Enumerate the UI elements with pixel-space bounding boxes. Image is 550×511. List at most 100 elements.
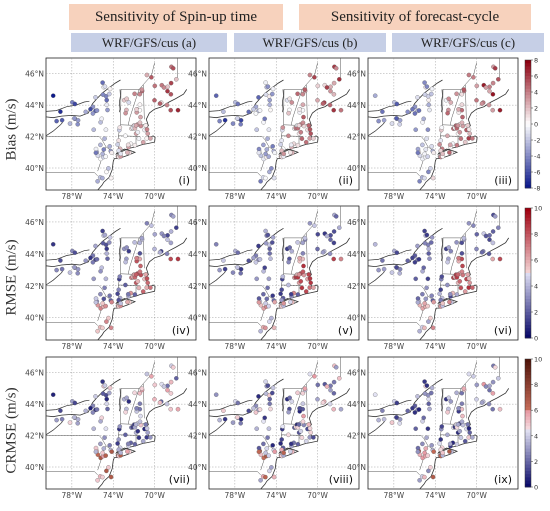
station-marker: [144, 276, 150, 281]
station-marker: [117, 424, 123, 429]
station-marker: [257, 257, 263, 262]
station-marker: [123, 110, 128, 116]
station-marker: [413, 426, 418, 431]
lon-label: 70°W: [144, 491, 165, 500]
panel-label: (vii): [169, 473, 190, 486]
station-marker: [301, 114, 306, 120]
station-marker: [394, 101, 400, 107]
station-marker: [327, 251, 333, 257]
station-marker: [145, 131, 150, 136]
station-marker: [287, 245, 292, 250]
station-marker: [267, 246, 272, 252]
station-marker: [311, 435, 316, 440]
station-marker: [471, 374, 476, 379]
station-marker: [137, 390, 143, 396]
station-marker: [104, 102, 109, 108]
lon-label: 70°W: [307, 491, 328, 500]
station-marker: [426, 396, 431, 402]
station-marker: [164, 251, 170, 257]
state-border: [46, 471, 98, 476]
station-marker: [107, 91, 112, 97]
station-marker: [72, 101, 78, 107]
station-marker: [446, 245, 451, 250]
station-marker: [425, 154, 430, 159]
station-marker: [104, 319, 109, 324]
colorbar-tick-label: 8: [534, 231, 538, 239]
station-marker: [103, 426, 109, 431]
station-marker: [270, 235, 276, 240]
station-marker: [422, 175, 427, 181]
lat-label: 44°N: [25, 250, 44, 259]
station-marker: [380, 258, 385, 263]
station-marker: [381, 266, 387, 272]
station-marker: [462, 289, 468, 294]
station-marker: [107, 390, 112, 396]
station-marker: [138, 114, 143, 120]
station-marker: [269, 465, 274, 470]
lat-label: 42°N: [347, 432, 366, 441]
station-marker: [59, 266, 65, 272]
station-marker: [425, 303, 430, 309]
station-marker: [54, 267, 59, 273]
station-marker: [115, 291, 120, 297]
colorbar-segment: [525, 85, 531, 90]
station-marker: [429, 91, 434, 97]
station-marker: [447, 299, 452, 305]
station-marker: [149, 223, 154, 228]
station-marker: [415, 300, 421, 305]
colorbar-segment: [525, 146, 531, 150]
station-marker: [256, 296, 262, 301]
station-marker: [102, 435, 107, 440]
panel-label: (vi): [494, 324, 512, 337]
station-marker: [315, 83, 321, 89]
colorbar-segment: [525, 124, 531, 128]
station-marker: [324, 85, 330, 90]
station-marker: [457, 129, 463, 135]
station-marker: [67, 420, 73, 425]
station-marker: [175, 107, 181, 113]
station-marker: [462, 139, 468, 145]
colorbar: 10 8 6 4 2 0: [524, 205, 542, 343]
station-marker: [100, 391, 106, 396]
lon-label: 74°W: [103, 491, 124, 500]
station-marker: [67, 270, 73, 275]
colorbar-tick-label: -4: [534, 153, 540, 161]
state-border: [127, 89, 140, 126]
station-marker: [148, 435, 153, 440]
station-marker: [117, 125, 123, 130]
station-marker: [116, 437, 121, 442]
lat-label: 40°N: [347, 164, 366, 173]
station-marker: [143, 123, 149, 128]
station-marker: [416, 407, 422, 412]
state-border: [290, 89, 303, 126]
station-marker: [270, 86, 276, 92]
colorbar-segment: [525, 175, 531, 179]
station-marker: [454, 390, 459, 396]
state-border: [449, 237, 462, 275]
lat-label: 44°N: [347, 101, 366, 110]
station-marker: [466, 127, 472, 132]
colorbar-segment: [525, 439, 531, 443]
station-marker: [447, 150, 452, 155]
station-marker: [306, 422, 312, 427]
station-marker: [417, 478, 422, 483]
station-marker: [440, 151, 445, 157]
station-marker: [174, 225, 179, 230]
lon-label: 74°W: [266, 192, 287, 201]
station-marker: [267, 401, 272, 407]
station-marker: [302, 87, 308, 92]
station-marker: [307, 276, 313, 281]
lat-label: 40°N: [347, 463, 366, 472]
station-marker: [415, 243, 420, 249]
station-marker: [135, 279, 141, 284]
station-marker: [376, 267, 381, 273]
station-marker: [105, 406, 110, 412]
station-marker: [149, 75, 154, 80]
station-marker: [144, 72, 150, 78]
state-border: [46, 285, 115, 303]
station-marker: [308, 280, 313, 286]
station-marker: [99, 265, 104, 270]
colorbar-segment: [525, 95, 531, 99]
station-marker: [132, 142, 138, 148]
station-marker: [287, 395, 292, 401]
